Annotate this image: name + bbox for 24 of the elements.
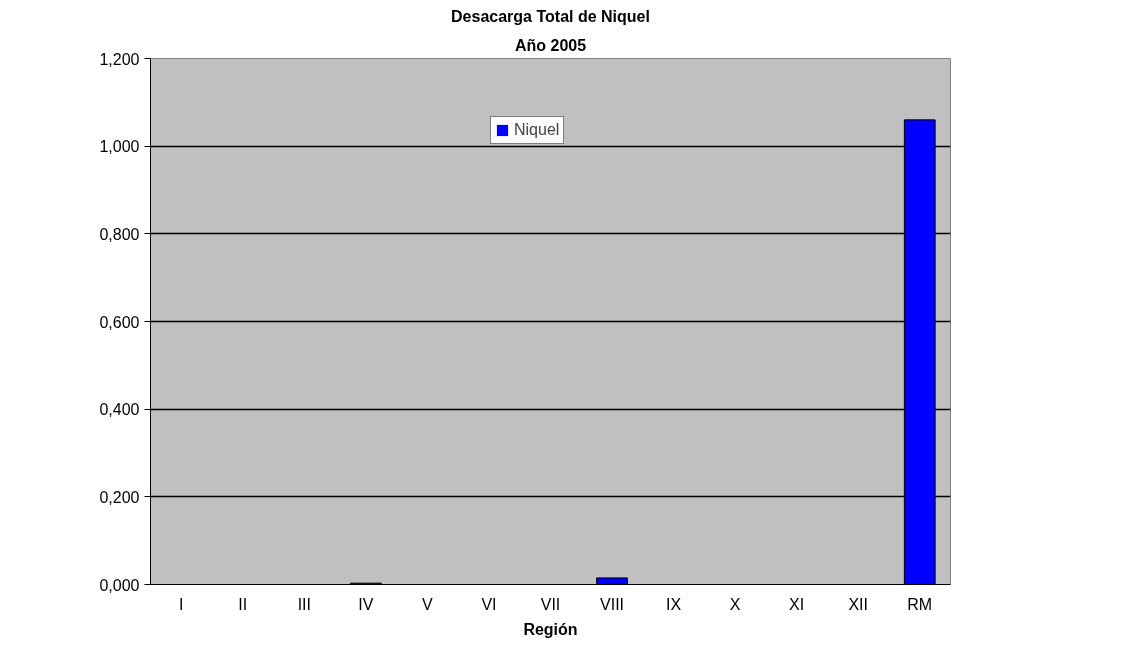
x-tick-label: VII	[540, 595, 561, 613]
y-tick-label: 0,600	[99, 313, 140, 331]
y-tick-label: 0,400	[99, 401, 140, 419]
legend-label: Niquel	[514, 121, 560, 139]
x-tick-label: RM	[907, 595, 933, 613]
x-tick-label: VI	[481, 595, 497, 613]
x-axis-title: Región	[523, 620, 578, 638]
x-tick-label: III	[297, 595, 312, 613]
x-tick-label: IV	[358, 595, 374, 613]
y-tick-label: 0,800	[99, 225, 140, 243]
chart-title: Desacarga Total de Niquel	[451, 7, 650, 25]
y-tick-label: 1,200	[99, 50, 140, 68]
y-tick-label: 0,200	[99, 488, 140, 506]
y-tick-label: 1,000	[99, 138, 140, 156]
x-tick-label: IX	[666, 595, 682, 613]
x-tick-label: VIII	[600, 595, 625, 613]
x-tick-label: X	[729, 595, 741, 613]
x-tick-label: XII	[848, 595, 868, 613]
chart-subtitle: Año 2005	[514, 36, 587, 54]
x-tick-label: XI	[789, 595, 805, 613]
y-tick-label: 0,000	[99, 576, 140, 594]
x-tick-label: I	[179, 595, 184, 613]
x-tick-label: V	[422, 595, 434, 613]
x-tick-label: II	[238, 595, 248, 613]
